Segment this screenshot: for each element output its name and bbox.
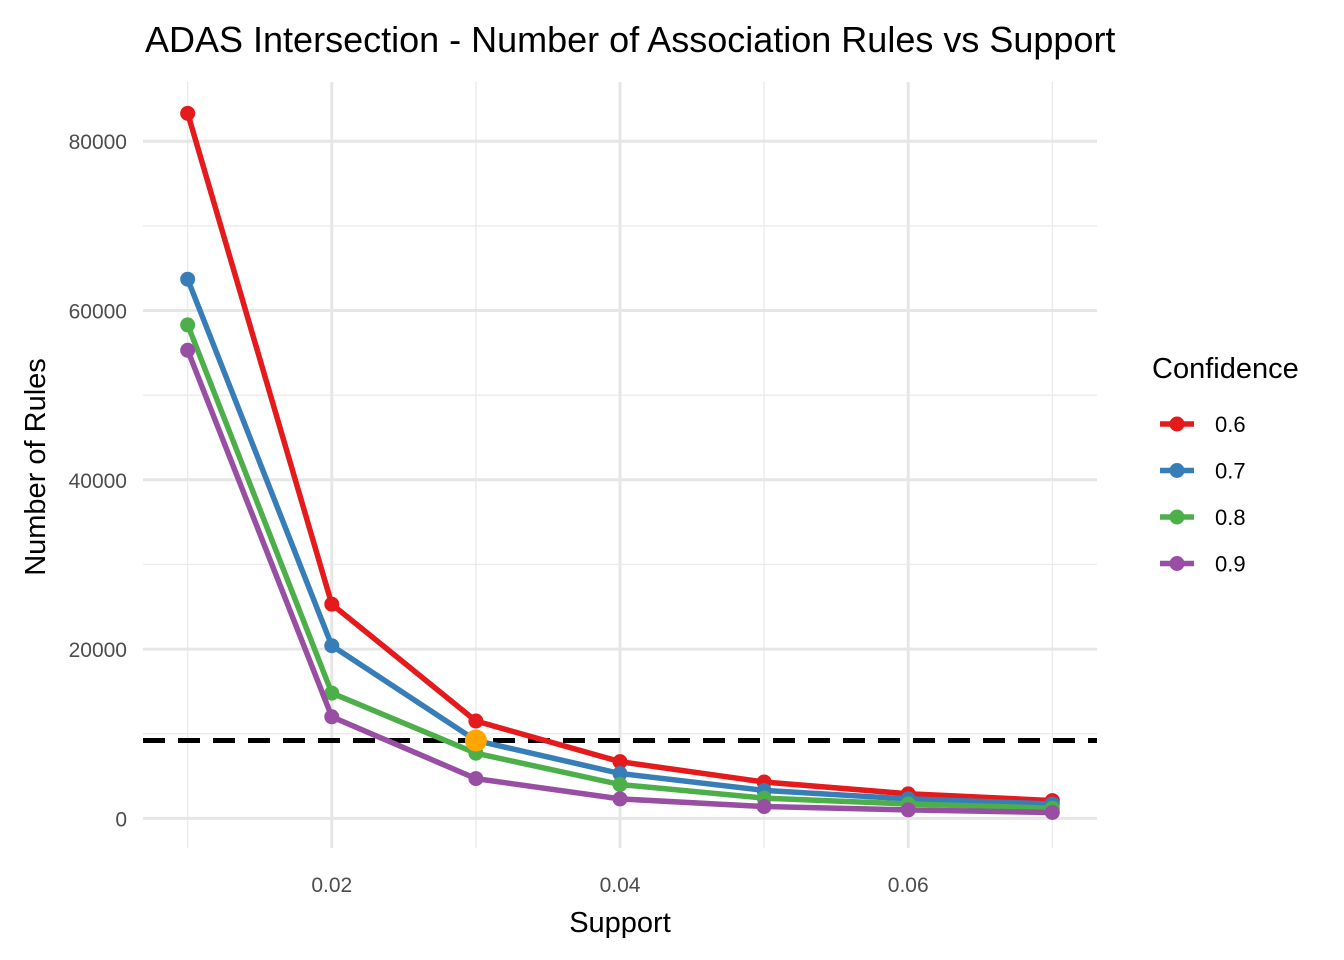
data-point-0.9 — [324, 709, 340, 725]
data-point-0.7 — [180, 271, 196, 287]
data-point-0.8 — [180, 317, 196, 333]
data-point-0.6 — [180, 105, 196, 121]
highlight-point — [464, 729, 487, 752]
data-point-0.9 — [612, 791, 628, 807]
x-tick-label: 0.04 — [600, 874, 641, 897]
data-point-0.6 — [468, 713, 484, 729]
data-point-0.6 — [612, 754, 628, 770]
y-tick-label: 40000 — [69, 470, 127, 493]
data-point-0.6 — [324, 596, 340, 612]
data-point-0.8 — [324, 685, 340, 701]
legend-key-point — [1169, 416, 1185, 432]
chart-title: ADAS Intersection - Number of Associatio… — [145, 19, 1115, 60]
y-tick-label: 80000 — [69, 131, 127, 154]
legend: 0.6 0.7 0.8 0.9 — [1160, 412, 1246, 577]
legend-label: 0.7 — [1215, 459, 1246, 484]
data-point-0.9 — [1044, 804, 1060, 820]
y-tick-label: 0 — [115, 808, 127, 831]
legend-label: 0.8 — [1215, 505, 1246, 530]
x-tick-label: 0.02 — [311, 874, 352, 897]
grid — [143, 82, 1097, 848]
legend-key-point — [1169, 463, 1185, 478]
legend-label: 0.9 — [1215, 552, 1246, 577]
legend-title: Confidence — [1152, 353, 1299, 385]
x-tick-labels: 0.02 0.04 0.06 — [311, 874, 928, 897]
y-axis-title: Number of Rules — [20, 358, 52, 576]
data-point-0.9 — [756, 799, 772, 815]
data-point-0.9 — [468, 771, 484, 787]
series-group — [180, 105, 1060, 820]
legend-key-point — [1169, 556, 1185, 571]
data-point-0.9 — [180, 342, 196, 358]
y-tick-label: 60000 — [69, 301, 127, 324]
data-point-0.9 — [900, 802, 916, 818]
data-point-0.7 — [324, 638, 340, 654]
data-point-0.8 — [612, 777, 628, 793]
highlight-group — [464, 729, 487, 752]
x-tick-label: 0.06 — [888, 874, 929, 897]
y-tick-label: 20000 — [69, 639, 127, 662]
x-axis-title: Support — [569, 907, 671, 939]
legend-key-point — [1169, 509, 1185, 525]
y-tick-labels: 0 20000 40000 60000 80000 — [69, 131, 127, 831]
legend-label: 0.6 — [1215, 412, 1246, 437]
data-point-0.7 — [612, 766, 628, 782]
